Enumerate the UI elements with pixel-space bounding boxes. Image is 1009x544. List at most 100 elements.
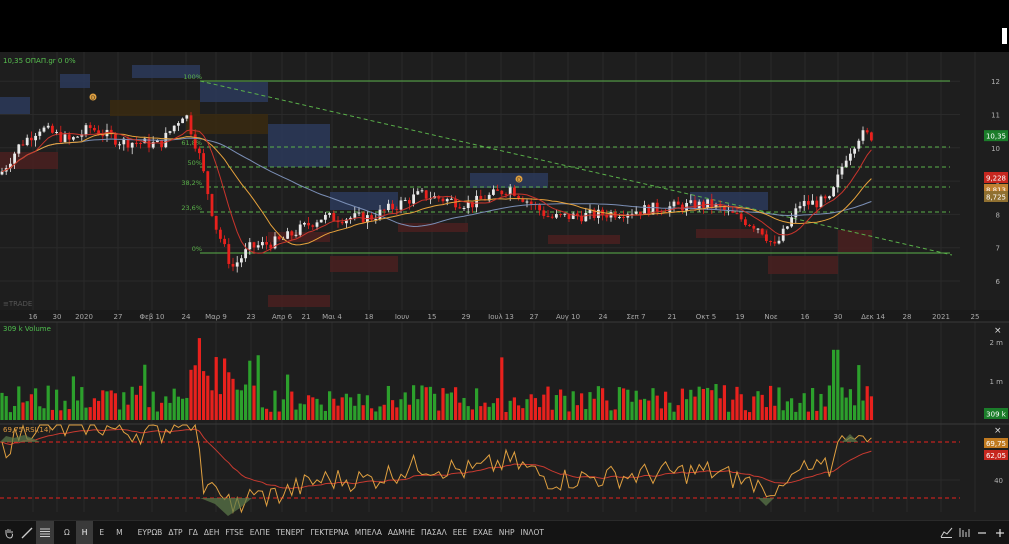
volume-bar (823, 406, 827, 420)
y-tick-label: 8 (996, 211, 1000, 219)
symbol-button-14[interactable]: ΙΝΛΟΤ (520, 528, 544, 537)
chart-canvas[interactable]: 16 30 2020 27 Φεβ 10 24 Μαρ 9 23 Απρ 6 21 Μαι 4 18 Ι… (0, 52, 1009, 520)
candle-body (765, 234, 768, 241)
volume-bar (869, 396, 873, 420)
volume-bar (311, 397, 315, 420)
candle-body (55, 132, 58, 134)
volume-bar (197, 338, 201, 420)
volume-bar (538, 407, 542, 420)
volume-bar (210, 390, 214, 420)
volume-bar (344, 393, 348, 420)
candle-body (735, 212, 739, 214)
chart-type-icon[interactable] (937, 521, 955, 544)
zoom-out-icon[interactable] (973, 521, 991, 544)
candle-body (811, 200, 814, 205)
draw-line-icon[interactable] (18, 521, 36, 544)
symbol-button-8[interactable]: ΜΠΕΛΑ (354, 528, 382, 537)
x-tick-label: 2021 (932, 313, 950, 321)
candle-body (298, 224, 302, 235)
volume-bar (554, 395, 558, 420)
volume-bar (701, 388, 705, 420)
candle-body (294, 234, 298, 236)
candle-body (639, 211, 642, 215)
symbol-button-9[interactable]: ΑΔΜΗΕ (387, 528, 415, 537)
zoom-in-icon[interactable] (991, 521, 1009, 544)
volume-bar (382, 404, 386, 420)
zone-box (60, 74, 90, 88)
chart-area[interactable]: 16 30 2020 27 Φεβ 10 24 Μαρ 9 23 Απρ 6 21 Μαι 4 18 Ι… (0, 52, 1009, 520)
symbol-button-5[interactable]: ΕΛΠΕ (249, 528, 270, 537)
scroll-indicator[interactable] (1002, 28, 1007, 44)
candle-body (248, 242, 252, 250)
volume-y-tick: 2 m (990, 339, 1004, 347)
candle-body (592, 209, 596, 218)
volume-bar (617, 387, 621, 420)
indicator-icon[interactable] (955, 521, 973, 544)
candle-body (30, 137, 33, 141)
ma-badge-short-bg (984, 172, 1008, 183)
volume-bar (491, 403, 495, 420)
candle-body (307, 222, 310, 226)
volume-bar (420, 385, 424, 420)
symbol-button-2[interactable]: ΓΔ (188, 528, 198, 537)
volume-close-icon[interactable]: × (994, 326, 1002, 336)
rsi-value-badge: 69,75 (986, 440, 1006, 448)
volume-bar (613, 409, 617, 420)
candle-body (487, 194, 491, 201)
fib-label: 61,8% (181, 139, 202, 147)
period-button-3[interactable]: Μ (116, 528, 123, 537)
candle-body (130, 142, 134, 148)
candle-body (844, 160, 848, 167)
x-tick-label: 16 (29, 313, 38, 321)
fib-label: 38,2% (181, 179, 202, 187)
volume-bar (399, 399, 403, 420)
symbol-button-0[interactable]: ΕΥΡΩΒ (137, 528, 163, 537)
zone-box (330, 256, 398, 272)
candle-body (525, 201, 529, 203)
candle-body (319, 219, 323, 223)
candle-body (622, 217, 625, 219)
volume-bar (428, 386, 432, 420)
volume-bar (218, 394, 222, 420)
zone-box (838, 230, 872, 252)
volume-bar (302, 404, 306, 420)
candle-body (399, 200, 403, 210)
symbol-button-4[interactable]: FTSE (225, 528, 244, 537)
volume-bar (277, 411, 281, 420)
ma-badge-medium: 8,813 (986, 187, 1006, 195)
period-button-2[interactable]: Ε (99, 528, 105, 537)
volume-bar (256, 355, 260, 420)
volume-bar (802, 393, 806, 420)
x-tick-label: Απρ 6 (272, 313, 293, 321)
symbol-button-12[interactable]: ΕΧΑΕ (472, 528, 493, 537)
candle-body (395, 209, 399, 211)
hand-icon[interactable] (0, 521, 18, 544)
volume-bar (260, 407, 264, 420)
symbol-button-7[interactable]: ΓΕΚΤΕΡΝΑ (310, 528, 349, 537)
candle-body (168, 131, 172, 133)
symbol-button-1[interactable]: ΔΤΡ (168, 528, 183, 537)
candle-body (277, 236, 281, 240)
period-button-1[interactable]: Η (75, 521, 94, 544)
rsi-close-icon[interactable]: × (994, 426, 1002, 436)
zone-box (548, 235, 620, 244)
candle-body (769, 240, 772, 242)
symbol-button-6[interactable]: ΤΕΝΕΡΓ (275, 528, 305, 537)
period-button-0[interactable]: Ω (64, 528, 70, 537)
candle-body (34, 135, 37, 141)
candle-body (853, 148, 856, 154)
candle-body (223, 238, 226, 245)
candle-body (391, 203, 394, 210)
candle-body (752, 225, 756, 229)
candle-body (76, 136, 79, 138)
volume-bar (29, 394, 33, 420)
symbol-button-3[interactable]: ΔΕΗ (203, 528, 220, 537)
candle-body (202, 153, 205, 172)
grid-menu-icon[interactable] (36, 521, 54, 544)
volume-bar (479, 406, 483, 420)
symbol-button-10[interactable]: ΠΑΣΑΛ (420, 528, 447, 537)
symbol-button-13[interactable]: ΝΗΡ (498, 528, 515, 537)
candle-body (479, 195, 483, 200)
candle-body (345, 219, 348, 224)
symbol-button-11[interactable]: ΕΕΕ (452, 528, 467, 537)
